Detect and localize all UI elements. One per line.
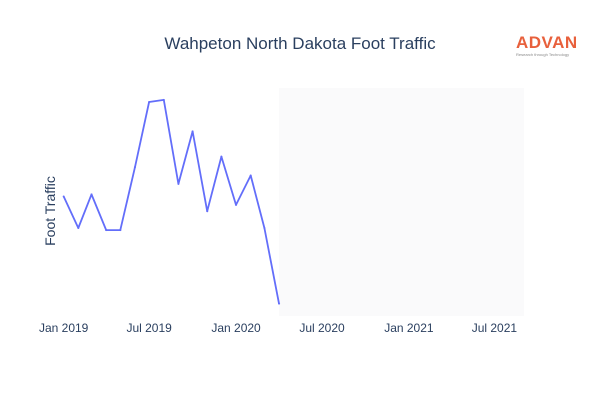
data-point	[105, 229, 108, 232]
data-point	[162, 98, 165, 101]
data-point	[278, 302, 281, 305]
data-point	[133, 166, 136, 169]
x-tick-label: Jul 2021	[472, 321, 518, 335]
data-point	[62, 195, 65, 198]
logo-tagline: Research through Technology	[516, 52, 570, 57]
advan-logo: ADVAN Research through Technology	[516, 34, 588, 57]
data-point	[177, 182, 180, 185]
no-data-region	[279, 88, 524, 316]
data-point	[263, 227, 266, 229]
logo-wordmark: ADVAN	[516, 33, 578, 52]
data-point	[235, 203, 238, 206]
y-axis-label: Foot Traffic	[42, 176, 58, 246]
data-point	[191, 130, 194, 133]
x-axis: Jan 2019 Jul 2019 Jan 2020 Jul 2020 Jan 2021…	[39, 321, 517, 335]
x-tick-label: Jan 2021	[384, 321, 434, 335]
chart-title: Wahpeton North Dakota Foot Traffic	[164, 34, 436, 53]
data-point	[77, 227, 80, 229]
plot-area	[62, 88, 524, 316]
x-tick-label: Jan 2020	[211, 321, 261, 335]
x-tick-label: Jul 2019	[126, 321, 172, 335]
x-tick-label: Jul 2020	[299, 321, 345, 335]
series-line	[62, 99, 280, 304]
data-point	[249, 174, 252, 177]
data-point	[119, 229, 122, 232]
x-tick-label: Jan 2019	[39, 321, 89, 335]
data-point	[90, 193, 93, 196]
data-point	[220, 155, 223, 158]
data-point	[148, 101, 151, 103]
data-point	[206, 210, 209, 213]
